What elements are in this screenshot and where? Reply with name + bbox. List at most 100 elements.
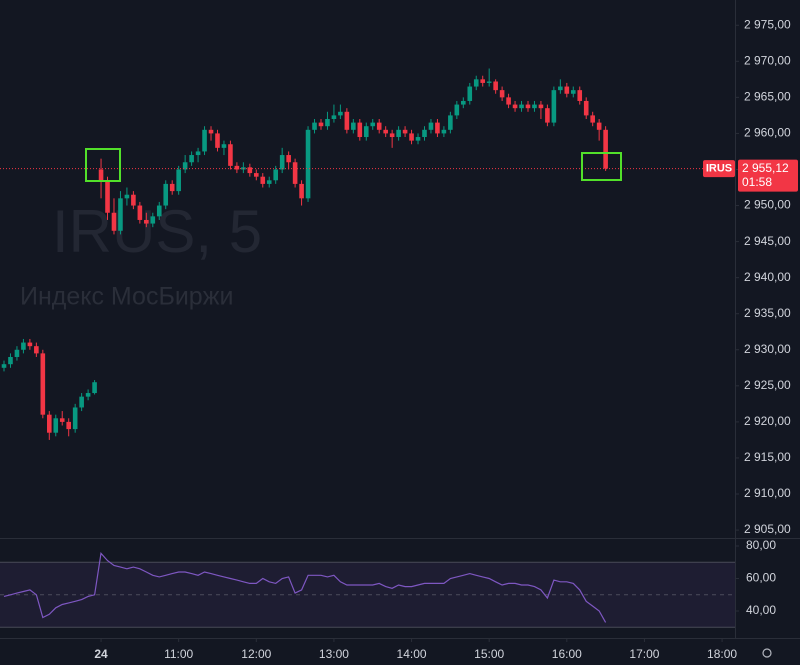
candle-body xyxy=(195,151,201,156)
candle-body xyxy=(1,364,7,368)
x-tick-label: 16:00 xyxy=(552,647,582,661)
highlight-box xyxy=(85,148,121,182)
candle-body xyxy=(137,205,143,220)
candle-body xyxy=(428,122,434,130)
candle-body xyxy=(396,129,401,138)
candle-body xyxy=(603,129,608,169)
candle-body xyxy=(40,353,46,415)
candle-body xyxy=(389,133,395,138)
y-tick-label: 2 930,00 xyxy=(744,342,791,356)
candle-body xyxy=(273,169,279,181)
candle-body xyxy=(480,79,486,83)
candle-body xyxy=(590,115,595,123)
x-tick-label: 12:00 xyxy=(241,647,271,661)
candle-body xyxy=(182,162,188,170)
y-tick-label: 2 960,00 xyxy=(744,126,791,140)
x-tick-label: 15:00 xyxy=(474,647,504,661)
candle-body xyxy=(34,346,39,354)
candle-body xyxy=(118,198,123,231)
last-price-tag xyxy=(738,159,798,192)
candle-body xyxy=(150,216,156,224)
candle-body xyxy=(253,173,259,177)
candle-body xyxy=(370,122,376,127)
candle-body xyxy=(286,155,291,163)
candle-body xyxy=(564,86,570,94)
x-tick-label: 13:00 xyxy=(319,647,349,661)
candle-body xyxy=(215,133,220,148)
symbol-tag xyxy=(703,160,735,178)
candle-body xyxy=(228,144,233,166)
candle-body xyxy=(305,129,311,199)
candle-body xyxy=(124,194,130,199)
x-tick-label: 18:00 xyxy=(707,647,737,661)
candle-body xyxy=(66,421,72,430)
candle-body xyxy=(558,86,563,91)
candle-body xyxy=(402,129,408,134)
candle-body xyxy=(189,155,194,163)
candle-body xyxy=(506,97,511,105)
rsi-line xyxy=(3,551,607,623)
watermark-subtitle: Индекс МосБиржи xyxy=(20,283,233,311)
candle-body xyxy=(551,90,557,123)
candle-body xyxy=(409,133,414,141)
candle-body xyxy=(292,162,298,184)
candle-body xyxy=(14,349,20,357)
candle-body xyxy=(596,122,602,130)
candle-body xyxy=(461,100,466,105)
candle-body xyxy=(8,356,13,365)
y-tick-label: 2 925,00 xyxy=(744,378,791,392)
x-tick-label: 14:00 xyxy=(397,647,427,661)
candle-body xyxy=(279,155,285,170)
plot-layer: 2 905,00 2 910,00 2 915,00 2 920,00 2 925,00… xyxy=(0,17,798,661)
candle-body xyxy=(357,122,363,138)
x-tick-label: 11:00 xyxy=(164,647,193,661)
candle-body xyxy=(493,81,498,91)
candle-body xyxy=(202,129,207,152)
candle-body xyxy=(98,169,104,181)
candle-body xyxy=(131,194,136,206)
y-tick-label: 2 975,00 xyxy=(744,17,791,31)
candle-body xyxy=(105,180,110,213)
candle-body xyxy=(383,129,388,134)
candle-body xyxy=(376,122,382,130)
candle-body xyxy=(473,79,479,87)
y-tick-label: 2 940,00 xyxy=(744,270,791,284)
candle-body xyxy=(59,418,65,422)
candle-body xyxy=(499,90,505,98)
candle-body xyxy=(247,167,253,174)
candle-body xyxy=(53,418,59,433)
candle-body xyxy=(570,90,576,94)
candle-body xyxy=(525,104,531,109)
settings-icon[interactable] xyxy=(762,648,772,658)
y-tick-label: 2 905,00 xyxy=(744,522,791,536)
candle-body xyxy=(512,104,518,109)
candle-body xyxy=(422,129,427,138)
candle-body xyxy=(169,183,175,192)
candle-body xyxy=(532,104,537,109)
candle-body xyxy=(441,129,447,134)
candle-body xyxy=(351,122,356,130)
candle-body xyxy=(331,115,337,119)
candle-body xyxy=(363,126,369,138)
candle-body xyxy=(234,165,240,170)
candle-body xyxy=(266,180,272,184)
candle-body xyxy=(176,169,181,192)
y-tick-label: 2 945,00 xyxy=(744,234,791,248)
candle-body xyxy=(344,111,350,130)
candle-body xyxy=(486,81,492,83)
candle-body xyxy=(519,104,524,109)
candle-body xyxy=(72,407,78,430)
y-tick-label: 2 915,00 xyxy=(744,450,791,464)
y-tick-label: 40,00 xyxy=(746,603,776,617)
candle-body xyxy=(79,396,84,408)
candle-body xyxy=(415,137,421,141)
candle-body xyxy=(325,118,330,127)
candle-body xyxy=(144,219,149,224)
y-tick-label: 2 935,00 xyxy=(744,306,791,320)
y-tick-label: 80,00 xyxy=(746,538,776,552)
candle-body xyxy=(338,111,343,116)
candle-body xyxy=(545,108,550,123)
candle-body xyxy=(85,393,91,397)
y-tick-label: 2 970,00 xyxy=(744,53,791,67)
